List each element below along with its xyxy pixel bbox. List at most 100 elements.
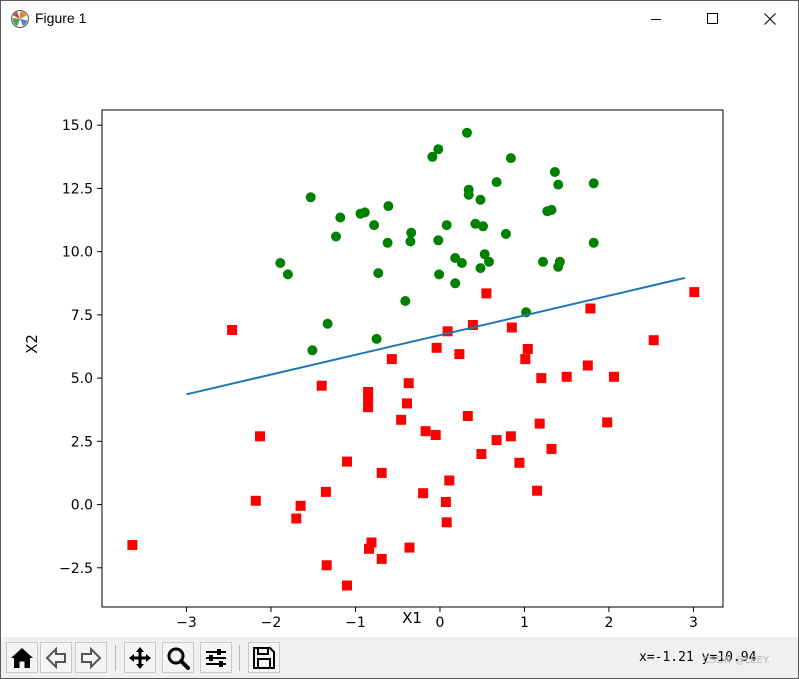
- data-point-circle: [462, 127, 472, 138]
- x-tick-label: −1: [345, 615, 366, 631]
- data-point-square: [602, 417, 613, 428]
- data-point-circle: [479, 249, 490, 260]
- data-point-square: [582, 360, 593, 371]
- navigation-toolbar: x=-1.21 y=10.94 CSDN @LEEY.: [1, 637, 798, 678]
- back-button[interactable]: [40, 642, 72, 673]
- data-point-square: [402, 398, 412, 409]
- data-point-circle: [427, 151, 438, 162]
- data-point-circle: [282, 269, 293, 280]
- data-point-circle: [322, 318, 333, 329]
- window-title: Figure 1: [35, 10, 87, 26]
- data-point-square: [364, 543, 374, 554]
- matplotlib-logo-icon: [10, 9, 30, 29]
- data-point-circle: [406, 227, 417, 238]
- data-point-circle: [433, 144, 444, 155]
- data-point-square: [366, 537, 377, 548]
- data-point-circle: [500, 228, 511, 239]
- zoom-button[interactable]: [162, 642, 194, 673]
- y-tick-label: 12.5: [62, 181, 93, 197]
- y-tick-label: 15.0: [62, 118, 93, 134]
- y-axis-label: X2: [23, 334, 41, 354]
- data-point-square: [609, 371, 619, 382]
- configure-subplots-button[interactable]: [200, 642, 232, 673]
- data-point-circle: [475, 263, 486, 274]
- data-point-square: [418, 488, 429, 499]
- y-tick-label: 0.0: [71, 498, 93, 514]
- data-point-square: [585, 303, 596, 314]
- data-point-circle: [538, 256, 548, 267]
- save-icon: [253, 646, 275, 669]
- forward-button[interactable]: [75, 642, 107, 673]
- data-point-square: [316, 380, 327, 391]
- home-button[interactable]: [6, 642, 38, 673]
- data-point-square: [514, 457, 525, 468]
- axes-frame: [101, 109, 724, 608]
- data-point-square: [506, 322, 517, 333]
- data-point-square: [255, 431, 265, 442]
- data-point-circle: [588, 237, 599, 248]
- data-point-circle: [588, 178, 599, 189]
- data-point-circle: [456, 258, 467, 268]
- figure-canvas[interactable]: −3 −2 −1 0 1 2 3 −2.50.02.55.07.510.012.515.0 …: [1, 37, 798, 637]
- data-point-square: [127, 540, 138, 550]
- minimize-button[interactable]: [633, 1, 679, 37]
- data-point-circle: [382, 237, 393, 248]
- y-tick-label: 7.5: [71, 308, 93, 324]
- maximize-button[interactable]: [690, 1, 736, 37]
- data-point-square: [522, 344, 533, 354]
- back-arrow-icon: [45, 646, 66, 669]
- data-point-square: [520, 354, 531, 365]
- x-tick-label: 2: [604, 615, 613, 631]
- data-point-square: [376, 553, 387, 564]
- data-point-square: [363, 387, 374, 397]
- data-point-square: [534, 418, 545, 429]
- data-point-square: [376, 467, 387, 478]
- data-point-square: [291, 513, 302, 524]
- data-point-square: [546, 443, 557, 454]
- data-point-square: [431, 342, 442, 353]
- data-point-circle: [369, 220, 380, 231]
- data-point-square: [444, 475, 455, 486]
- data-point-circle: [307, 345, 318, 356]
- maximize-icon: [707, 13, 718, 24]
- data-point-circle: [383, 201, 394, 212]
- data-point-square: [396, 414, 407, 425]
- x-tick-label: 3: [689, 615, 698, 631]
- data-point-square: [250, 495, 261, 506]
- data-point-circle: [478, 221, 488, 232]
- data-point-square: [491, 435, 502, 446]
- minimize-icon: [651, 19, 661, 20]
- data-point-circle: [553, 179, 564, 190]
- data-point-square: [442, 326, 453, 337]
- x-tick-label: −3: [176, 615, 197, 631]
- data-point-circle: [400, 296, 411, 306]
- title-bar[interactable]: Figure 1: [1, 1, 798, 37]
- zoom-icon: [167, 647, 190, 670]
- home-icon: [11, 647, 33, 668]
- y-tick-label: 2.5: [71, 434, 93, 450]
- data-point-square: [462, 411, 473, 421]
- data-point-square: [689, 287, 700, 298]
- pan-icon: [129, 646, 151, 669]
- pan-button[interactable]: [124, 642, 156, 673]
- data-point-square: [342, 456, 352, 467]
- data-point-square: [295, 500, 306, 511]
- data-point-circle: [450, 278, 461, 289]
- data-point-square: [440, 497, 451, 507]
- data-point-square: [404, 542, 415, 553]
- save-button[interactable]: [248, 642, 280, 673]
- close-button[interactable]: [747, 1, 793, 37]
- data-point-square: [403, 378, 414, 389]
- data-point-circle: [305, 192, 316, 203]
- y-tick-label: −2.5: [59, 561, 93, 577]
- data-point-square: [430, 430, 441, 440]
- data-point-square: [505, 431, 516, 442]
- x-tick-label: 1: [520, 615, 529, 631]
- configure-subplots-icon: [206, 648, 226, 667]
- toolbar-separator: [115, 645, 116, 671]
- data-point-square: [321, 560, 332, 571]
- data-point-circle: [371, 333, 382, 344]
- data-point-circle: [373, 268, 384, 279]
- x-axis-label: X1: [402, 609, 422, 627]
